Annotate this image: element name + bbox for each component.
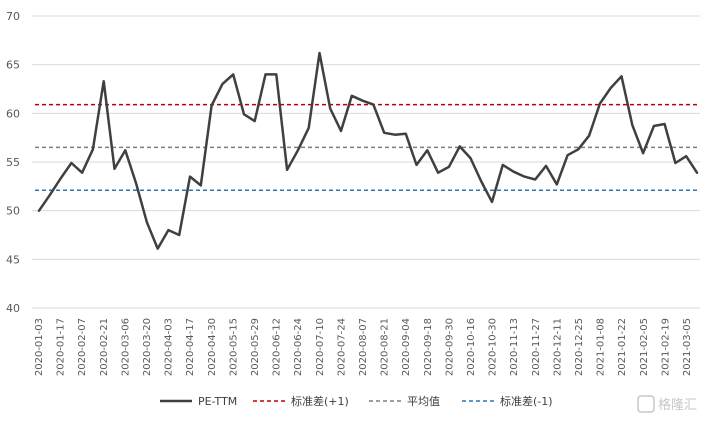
x-tick-label: 2020-03-20 xyxy=(142,318,153,376)
legend-item: 标准差(+1) xyxy=(253,394,349,408)
x-axis-tick-labels: 2020-01-03 2020-01-17 2020-02-07 2020-02-21… xyxy=(34,318,693,376)
watermark-text: 格隆汇 xyxy=(658,397,697,413)
x-tick-label: 2020-05-29 xyxy=(250,318,261,376)
legend-item: 平均值 xyxy=(369,395,440,408)
x-tick-label: 2020-08-07 xyxy=(358,318,369,376)
legend-item: PE-TTM xyxy=(160,395,237,408)
x-tick-label: 2020-05-15 xyxy=(228,318,239,376)
x-tick-label: 2020-08-21 xyxy=(380,318,391,376)
x-tick-label: 2020-06-12 xyxy=(272,318,283,376)
x-tick-label: 2020-12-25 xyxy=(574,318,585,376)
x-tick-label: 2020-09-18 xyxy=(423,318,434,376)
x-tick-label: 2020-06-24 xyxy=(293,318,304,376)
y-tick-label: 40 xyxy=(6,302,20,315)
reference-lines xyxy=(35,103,697,191)
x-tick-label: 2020-10-16 xyxy=(466,318,477,376)
y-tick-label: 65 xyxy=(6,59,20,72)
legend-label: 平均值 xyxy=(407,395,440,408)
x-tick-label: 2020-04-30 xyxy=(207,318,218,376)
y-tick-label: 50 xyxy=(6,205,20,218)
x-tick-label: 2020-01-03 xyxy=(34,318,45,376)
y-tick-label: 70 xyxy=(6,10,20,23)
x-tick-label: 2020-09-30 xyxy=(444,318,455,376)
legend: PE-TTM 标准差(+1) 平均值 标准差(-1) xyxy=(160,394,553,408)
x-tick-label: 2020-09-04 xyxy=(401,318,412,376)
x-tick-label: 2020-07-10 xyxy=(315,318,326,376)
watermark-logo-icon xyxy=(637,395,655,413)
x-tick-label: 2020-12-11 xyxy=(552,318,563,376)
x-tick-label: 2020-03-06 xyxy=(120,318,131,376)
x-tick-label: 2020-11-13 xyxy=(509,318,520,376)
gridlines xyxy=(32,15,700,309)
x-tick-label: 2021-01-22 xyxy=(617,318,628,376)
x-tick-label: 2020-04-17 xyxy=(185,318,196,376)
y-tick-label: 60 xyxy=(6,107,20,120)
x-tick-label: 2020-02-21 xyxy=(99,318,110,376)
x-tick-label: 2021-01-08 xyxy=(596,318,607,376)
x-tick-label: 2020-02-07 xyxy=(77,318,88,376)
x-tick-label: 2020-07-24 xyxy=(336,318,347,376)
x-tick-label: 2021-02-05 xyxy=(639,318,650,376)
watermark: 格隆汇 xyxy=(637,395,697,413)
x-tick-label: 2020-01-17 xyxy=(56,318,67,376)
x-tick-label: 2020-11-27 xyxy=(531,318,542,376)
legend-label: PE-TTM xyxy=(198,395,237,408)
pe-ttm-line xyxy=(37,51,699,250)
legend-label: 标准差(-1) xyxy=(500,394,553,408)
legend-label: 标准差(+1) xyxy=(291,394,349,408)
pe-ttm-series xyxy=(37,51,699,250)
y-tick-label: 55 xyxy=(6,156,20,169)
legend-item: 标准差(-1) xyxy=(462,394,553,408)
x-tick-label: 2020-04-03 xyxy=(164,318,175,376)
x-tick-label: 2020-10-30 xyxy=(488,318,499,376)
x-tick-label: 2021-03-05 xyxy=(682,318,693,376)
y-tick-label: 45 xyxy=(6,253,20,266)
x-tick-label: 2021-02-19 xyxy=(660,318,671,376)
y-axis-tick-labels: 40 45 50 55 60 65 70 xyxy=(6,10,20,315)
